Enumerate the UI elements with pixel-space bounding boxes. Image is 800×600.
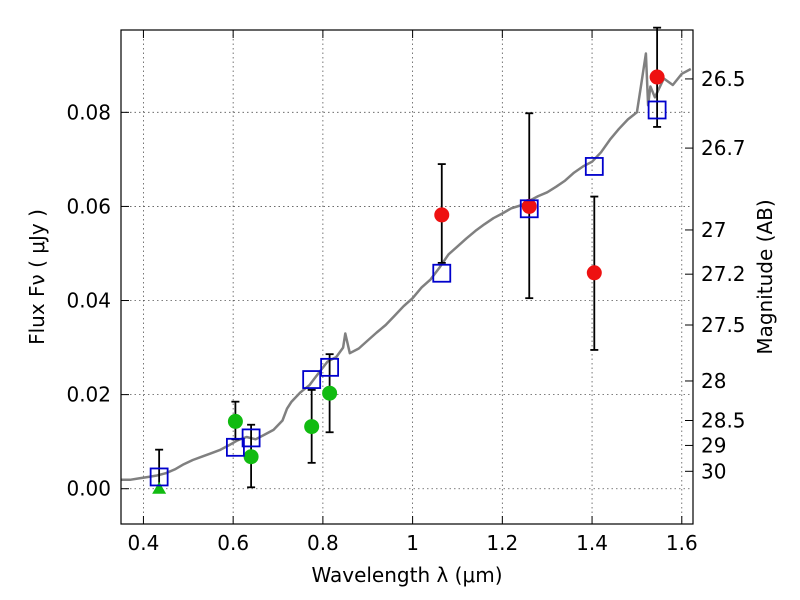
- y2-tick-label: 29: [701, 433, 726, 457]
- red-data-point: [586, 265, 602, 281]
- green-triangle-point: [152, 481, 167, 494]
- model-photometry-square: [320, 357, 340, 377]
- y2-tick-label: 27.2: [701, 262, 746, 286]
- y-tick-label: 0.02: [66, 383, 111, 407]
- y2-axis-label: Magnitude (AB): [753, 199, 777, 354]
- x-tick-label: 0.6: [217, 531, 249, 555]
- plot-frame: [120, 29, 694, 525]
- y-tick-label: 0.08: [66, 100, 111, 124]
- grid-layer: [121, 30, 693, 524]
- y-tick-label: 0.06: [66, 194, 111, 218]
- x-tick-label: 0.8: [307, 531, 339, 555]
- y-tick-label: 0.04: [66, 289, 111, 313]
- model-spectrum-layer: [121, 52, 692, 482]
- y-axis-label: Flux Fν ( μJy ): [25, 209, 49, 345]
- red-data-point: [649, 69, 665, 85]
- x-tick-label: 1.2: [486, 531, 518, 555]
- y-tick-label: 0.00: [66, 477, 111, 501]
- y2-tick-label: 28: [701, 369, 726, 393]
- tick-layer: 0.4 0.6 0.8 1 1.2 1.4 1.6 0.00 0.02 0.04 0.06 0.08 2…: [66, 30, 746, 555]
- y2-tick-label: 26.5: [701, 67, 746, 91]
- green-data-point: [227, 413, 243, 429]
- y2-tick-label: 28.5: [701, 408, 746, 432]
- x-axis-label: Wavelength λ (μm): [311, 563, 502, 587]
- model-photometry-square: [149, 467, 169, 487]
- y2-tick-label: 26.7: [701, 136, 746, 160]
- red-data-point: [521, 198, 537, 214]
- model-photometry-square: [432, 263, 452, 283]
- x-tick-label: 1.6: [666, 531, 698, 555]
- green-data-point: [243, 449, 259, 465]
- y2-tick-label: 30: [701, 459, 726, 483]
- green-data-point: [322, 385, 338, 401]
- model-photometry-square: [225, 437, 245, 457]
- model-photometry-square: [241, 428, 261, 448]
- model-spectrum-line: [121, 52, 692, 482]
- model-photometry-square: [584, 157, 604, 176]
- y2-tick-label: 27: [701, 218, 726, 242]
- red-data-point: [434, 207, 450, 223]
- x-tick-label: 1.4: [576, 531, 608, 555]
- model-photometry-square: [519, 199, 539, 219]
- model-photometry-square: [647, 100, 667, 120]
- label-layer: Wavelength λ (μm) Flux Fν ( μJy ) Magnit…: [25, 199, 777, 587]
- y2-tick-label: 27.5: [701, 313, 746, 337]
- green-data-point: [304, 419, 320, 435]
- point-layer: [149, 69, 667, 494]
- x-tick-label: 0.4: [128, 531, 160, 555]
- x-tick-label: 1: [406, 531, 419, 555]
- model-photometry-square: [302, 370, 322, 389]
